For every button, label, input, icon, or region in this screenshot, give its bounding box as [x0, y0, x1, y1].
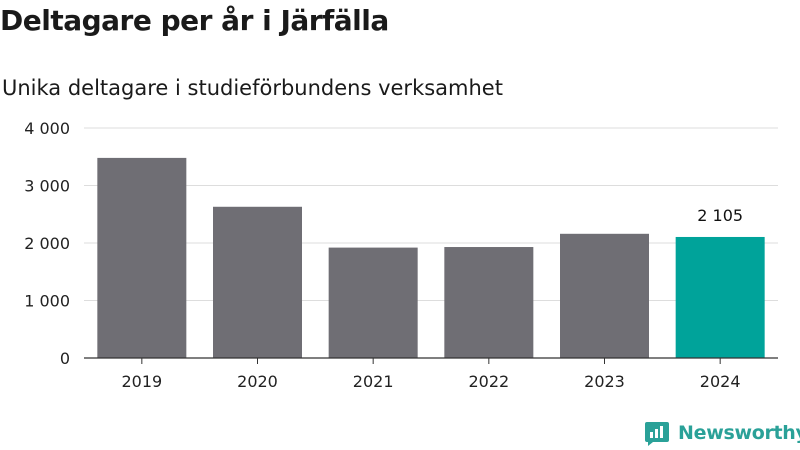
- bar-2021: [328, 247, 418, 358]
- y-tick-label: 1 000: [24, 292, 70, 311]
- chart-subtitle: Unika deltagare i studieförbundens verks…: [2, 76, 503, 100]
- newsworthy-logo: Newsworthy: [644, 420, 800, 446]
- bar-2022: [444, 247, 534, 358]
- y-tick-label: 3 000: [24, 177, 70, 196]
- y-tick-label: 0: [60, 349, 70, 368]
- grid-lines: [84, 127, 778, 301]
- y-tick-label: 4 000: [24, 119, 70, 138]
- x-tick-label: 2022: [468, 372, 509, 391]
- x-axis-ticks: 2019 2020 2021 2022 2023 2024: [121, 358, 741, 391]
- newsworthy-logo-icon: [645, 422, 669, 446]
- chart-title: Deltagare per år i Järfälla: [0, 4, 389, 37]
- data-labels: 2 105: [697, 206, 743, 225]
- y-tick-label: 2 000: [24, 234, 70, 253]
- data-label: 2 105: [697, 206, 743, 225]
- bars: [97, 157, 765, 358]
- brand-name: Newsworthy: [678, 422, 800, 444]
- bar-2020: [213, 206, 302, 358]
- y-axis-ticks: 0 1 000 2 000 3 000 4 000: [24, 119, 70, 368]
- x-tick-label: 2021: [353, 372, 394, 391]
- bar-2023: [560, 233, 649, 358]
- x-tick-label: 2023: [584, 372, 625, 391]
- bar-2019: [97, 157, 187, 358]
- x-tick-label: 2020: [237, 372, 278, 391]
- x-tick-label: 2024: [700, 372, 741, 391]
- x-tick-label: 2019: [121, 372, 162, 391]
- bar-2024: [675, 236, 765, 358]
